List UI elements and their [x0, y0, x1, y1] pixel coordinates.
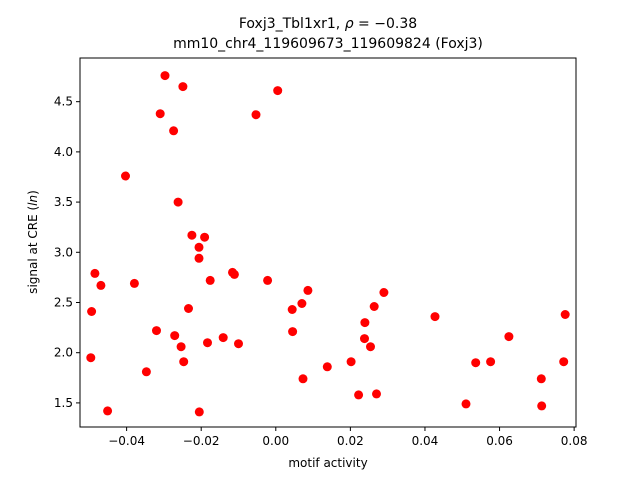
data-point — [251, 110, 261, 120]
data-point — [187, 230, 197, 240]
plot-frame — [79, 57, 577, 428]
x-tick-label: −0.04 — [108, 434, 145, 448]
data-point — [141, 367, 151, 377]
chart-title-line2: mm10_chr4_119609673_119609824 (Foxj3) — [173, 36, 483, 52]
data-point — [218, 333, 228, 343]
x-tick-label: 0.02 — [337, 434, 364, 448]
data-point — [87, 307, 97, 316]
data-point — [471, 358, 481, 368]
data-point — [203, 338, 212, 348]
data-point — [360, 334, 369, 344]
data-point — [176, 342, 186, 352]
data-point — [303, 285, 313, 295]
y-tick-label: 3.0 — [54, 245, 73, 259]
data-point — [379, 288, 389, 297]
data-point — [461, 399, 471, 409]
data-point — [366, 342, 375, 352]
y-axis-label: signal at CRE (ln) — [26, 190, 40, 294]
data-point — [160, 71, 170, 81]
x-tick-label: 0.04 — [412, 434, 439, 448]
data-point — [298, 374, 308, 384]
x-axis-ticks: −0.04 −0.02 0.00 0.02 0.04 0.06 0.08 — [108, 427, 587, 448]
x-tick-label: 0.08 — [561, 434, 588, 448]
x-axis-label: motif activity — [288, 456, 367, 470]
data-points — [86, 71, 570, 417]
data-point — [155, 109, 165, 119]
data-point — [322, 362, 332, 372]
data-point — [504, 332, 514, 342]
data-point — [346, 357, 356, 367]
data-point — [234, 339, 243, 349]
data-point — [90, 268, 100, 278]
data-point — [559, 357, 569, 367]
data-point — [372, 389, 381, 399]
data-point — [179, 357, 189, 367]
data-point — [86, 353, 96, 363]
y-tick-label: 2.5 — [54, 295, 73, 309]
data-point — [287, 305, 297, 314]
x-tick-label: 0.06 — [486, 434, 513, 448]
data-point — [200, 232, 210, 242]
y-tick-label: 4.0 — [54, 145, 73, 159]
data-point — [173, 197, 183, 207]
data-point — [121, 171, 130, 181]
data-point — [354, 390, 364, 400]
data-point — [184, 304, 193, 313]
data-point — [205, 275, 215, 285]
data-point — [178, 82, 188, 92]
data-point — [560, 310, 570, 319]
y-tick-label: 4.5 — [54, 95, 73, 109]
data-point — [273, 86, 283, 96]
data-point — [297, 299, 307, 308]
data-point — [369, 302, 379, 311]
data-point — [288, 327, 298, 337]
data-point — [263, 275, 273, 285]
data-point — [129, 278, 139, 288]
data-point — [536, 374, 546, 384]
data-point — [103, 406, 113, 416]
data-point — [229, 269, 239, 279]
y-tick-label: 1.5 — [54, 396, 73, 410]
data-point — [360, 318, 370, 328]
data-point — [537, 401, 547, 411]
data-point — [170, 331, 180, 341]
x-tick-label: 0.00 — [262, 434, 289, 448]
data-point — [486, 357, 496, 367]
data-point — [194, 242, 204, 252]
data-point — [194, 253, 204, 263]
chart-title-line1: Foxj3_Tbl1xr1, ρ = −0.38 — [239, 16, 417, 32]
data-point — [194, 407, 204, 417]
data-point — [169, 126, 179, 136]
data-point — [430, 312, 440, 322]
x-tick-label: −0.02 — [183, 434, 220, 448]
y-tick-label: 2.0 — [54, 346, 73, 360]
data-point — [152, 326, 161, 336]
y-tick-label: 3.5 — [54, 195, 73, 209]
data-point — [96, 280, 106, 290]
y-axis-ticks: 1.5 2.0 2.5 3.0 3.5 4.0 4.5 — [54, 95, 80, 410]
